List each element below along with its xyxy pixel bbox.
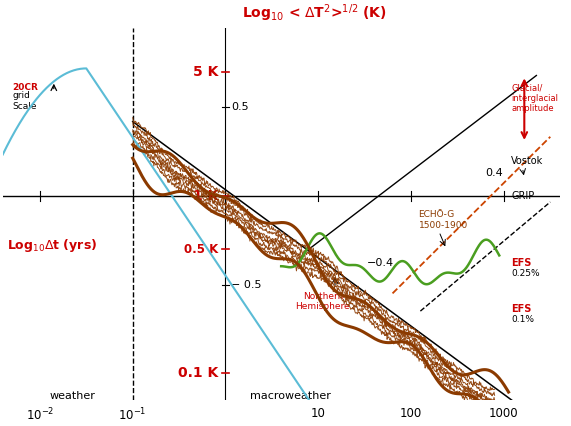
Text: 0.5: 0.5: [231, 102, 249, 112]
Text: Glacial/
interglacial
amplitude: Glacial/ interglacial amplitude: [511, 83, 558, 113]
Text: 1 K: 1 K: [192, 189, 218, 203]
Text: ECHŌ-G
1500-1900: ECHŌ-G 1500-1900: [419, 210, 468, 230]
Text: EFS: EFS: [511, 258, 532, 268]
Text: GRIP: GRIP: [511, 191, 534, 201]
Text: Log$_{10}\Delta$t (yrs): Log$_{10}\Delta$t (yrs): [7, 237, 98, 254]
Text: grid
Scale: grid Scale: [12, 92, 37, 111]
Text: weather: weather: [50, 391, 95, 401]
Text: Vostok: Vostok: [511, 155, 544, 166]
Text: macroweather: macroweather: [250, 391, 331, 401]
Text: Log$_{10}$ < $\Delta$T$^2$>$^{1/2}$ (K): Log$_{10}$ < $\Delta$T$^2$>$^{1/2}$ (K): [242, 2, 387, 24]
Text: EFS: EFS: [511, 304, 532, 314]
Text: Northern
Hemisphere: Northern Hemisphere: [296, 292, 350, 311]
Text: 0.5 K: 0.5 K: [184, 242, 218, 256]
Text: −0.4: −0.4: [367, 258, 393, 268]
Text: 0.1 K: 0.1 K: [178, 366, 218, 380]
Text: 0.25%: 0.25%: [511, 269, 540, 279]
Text: 0.1%: 0.1%: [511, 316, 534, 325]
Text: 20CR: 20CR: [12, 83, 38, 92]
Text: − 0.5: − 0.5: [231, 279, 262, 290]
Text: 5 K: 5 K: [192, 65, 218, 79]
Text: 0.4: 0.4: [485, 168, 503, 178]
